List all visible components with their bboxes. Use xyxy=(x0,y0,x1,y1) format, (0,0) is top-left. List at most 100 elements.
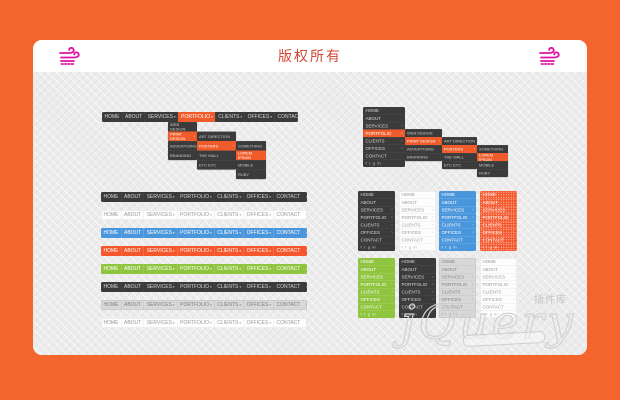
menu-item-offices[interactable]: OFFICES › xyxy=(480,295,517,304)
menu-item-home[interactable]: HOME xyxy=(103,194,119,200)
facebook-icon[interactable]: f xyxy=(360,245,362,250)
menu-item-contact[interactable]: CONTACT xyxy=(273,246,303,256)
menu-item-offices[interactable]: OFFICES › xyxy=(358,295,395,304)
menu-item-services[interactable]: SERVICES › xyxy=(480,206,517,214)
submenu-item[interactable]: POSTERS › xyxy=(442,145,477,153)
twitter-icon[interactable]: t xyxy=(364,312,366,317)
menu-item-offices[interactable]: OFFICES ▾ xyxy=(243,246,274,256)
menu-item-home[interactable]: HOME xyxy=(439,258,476,266)
menu-item-offices[interactable]: OFFICES ▾ xyxy=(243,228,274,238)
submenu-item[interactable]: SOMETHING xyxy=(477,145,508,153)
menu-item-about[interactable]: ABOUT xyxy=(121,300,144,310)
menu-item-about[interactable]: ABOUT xyxy=(121,192,144,202)
linkedin-icon[interactable]: in xyxy=(453,245,457,250)
menu-item-services[interactable]: SERVICES › xyxy=(358,206,395,214)
menu-item-about[interactable]: ABOUT xyxy=(121,228,144,238)
submenu-item[interactable]: THE WALL xyxy=(197,150,236,160)
submenu-item[interactable]: MOBILE xyxy=(236,160,266,170)
menu-item-services[interactable]: SERVICES ▾ xyxy=(143,210,177,220)
menu-item-services[interactable]: SERVICES › xyxy=(399,273,436,281)
googleplus-icon[interactable]: g xyxy=(372,161,375,166)
menu-item-portfolio[interactable]: PORTFOLIO ▾ xyxy=(177,210,214,220)
submenu-item[interactable]: ETC ETC xyxy=(442,161,477,169)
menu-item-clients[interactable]: CLIENTS › xyxy=(358,221,395,229)
menu-item-offices[interactable]: OFFICES ▾ xyxy=(243,318,274,328)
menu-item-about[interactable]: ABOUT xyxy=(358,198,395,207)
menu-item-services[interactable]: SERVICES › xyxy=(439,273,476,281)
menu-item-clients[interactable]: CLIENTS ▾ xyxy=(214,228,243,238)
submenu-item[interactable]: WEB DESIGN xyxy=(168,122,197,132)
facebook-icon[interactable]: f xyxy=(306,213,307,217)
menu-item-clients[interactable]: CLIENTS ▾ xyxy=(214,192,243,202)
twitter-icon[interactable]: t xyxy=(364,245,366,250)
menu-item-contact[interactable]: CONTACT xyxy=(273,228,303,238)
menu-item-offices[interactable]: OFFICES › xyxy=(363,144,405,153)
menu-item-portfolio[interactable]: PORTFOLIO › xyxy=(439,280,476,289)
menu-item-offices[interactable]: OFFICES › xyxy=(439,228,476,237)
facebook-icon[interactable]: f xyxy=(306,321,307,325)
menu-item-about[interactable]: ABOUT xyxy=(399,265,436,274)
menu-item-offices[interactable]: OFFICES ▾ xyxy=(243,264,274,274)
submenu-item[interactable]: ART DIRECTION xyxy=(197,131,236,141)
menu-item-contact[interactable]: CONTACT xyxy=(358,303,395,311)
submenu-item[interactable]: THE WALL xyxy=(442,153,477,161)
menu-item-home[interactable]: HOME xyxy=(439,191,476,199)
linkedin-icon[interactable]: in xyxy=(372,312,376,317)
twitter-icon[interactable]: t xyxy=(486,312,488,317)
menu-item-clients[interactable]: CLIENTS ▾ xyxy=(214,282,243,292)
menu-item-services[interactable]: SERVICES ▾ xyxy=(143,192,177,202)
facebook-icon[interactable]: f xyxy=(306,303,307,307)
twitter-icon[interactable]: t xyxy=(405,245,407,250)
menu-item-about[interactable]: ABOUT xyxy=(439,265,476,274)
menu-item-services[interactable]: SERVICES › xyxy=(358,273,395,281)
facebook-icon[interactable]: f xyxy=(360,312,362,317)
menu-item-clients[interactable]: CLIENTS › xyxy=(358,288,395,296)
menu-item-clients[interactable]: CLIENTS ▾ xyxy=(214,300,243,310)
menu-item-home[interactable]: HOME xyxy=(363,107,405,115)
facebook-icon[interactable]: f xyxy=(306,249,307,253)
menu-item-services[interactable]: SERVICES › xyxy=(439,206,476,214)
menu-item-clients[interactable]: CLIENTS › xyxy=(480,221,517,229)
menu-item-portfolio[interactable]: PORTFOLIO › xyxy=(439,213,476,222)
facebook-icon[interactable]: f xyxy=(482,245,484,250)
menu-item-offices[interactable]: OFFICES ▾ xyxy=(244,112,275,122)
menu-item-contact[interactable]: CONTACT xyxy=(439,303,476,311)
menu-item-services[interactable]: SERVICES ▾ xyxy=(143,318,177,328)
menu-item-portfolio[interactable]: PORTFOLIO ▾ xyxy=(177,264,214,274)
menu-item-about[interactable]: ABOUT xyxy=(439,198,476,207)
menu-item-home[interactable]: HOME xyxy=(399,191,436,199)
menu-item-contact[interactable]: CONTACT xyxy=(273,210,303,220)
linkedin-icon[interactable]: in xyxy=(413,312,417,317)
twitter-icon[interactable]: t xyxy=(369,161,371,166)
menu-item-contact[interactable]: CONTACT xyxy=(399,303,436,311)
menu-item-offices[interactable]: OFFICES › xyxy=(439,295,476,304)
googleplus-icon[interactable]: g xyxy=(367,245,370,250)
submenu-item[interactable]: ETC ETC xyxy=(197,160,236,170)
menu-item-home[interactable]: HOME xyxy=(480,258,517,266)
menu-item-home[interactable]: HOME xyxy=(103,230,119,236)
facebook-icon[interactable]: f xyxy=(365,161,367,166)
menu-item-offices[interactable]: OFFICES ▾ xyxy=(243,282,274,292)
menu-item-contact[interactable]: CONTACT xyxy=(273,192,303,202)
menu-item-home[interactable]: HOME xyxy=(103,266,119,272)
menu-item-clients[interactable]: CLIENTS ▾ xyxy=(215,112,244,122)
menu-item-offices[interactable]: OFFICES › xyxy=(399,295,436,304)
googleplus-icon[interactable]: g xyxy=(489,245,492,250)
submenu-item[interactable]: ART DIRECTION xyxy=(442,137,477,145)
menu-item-contact[interactable]: CONTACT xyxy=(273,282,303,292)
googleplus-icon[interactable]: g xyxy=(448,245,451,250)
menu-item-contact[interactable]: CONTACT xyxy=(439,236,476,244)
menu-item-clients[interactable]: CLIENTS › xyxy=(480,288,517,296)
menu-item-contact[interactable]: CONTACT xyxy=(399,236,436,244)
menu-item-home[interactable]: HOME xyxy=(358,258,395,266)
menu-item-about[interactable]: ABOUT xyxy=(363,114,405,123)
facebook-icon[interactable]: f xyxy=(306,285,307,289)
menu-item-home[interactable]: HOME xyxy=(103,320,119,326)
menu-item-portfolio[interactable]: PORTFOLIO ▾ xyxy=(178,112,216,122)
menu-item-home[interactable]: HOME xyxy=(480,191,517,199)
menu-item-services[interactable]: SERVICES ▾ xyxy=(143,282,177,292)
submenu-item[interactable]: ADVERTISING xyxy=(405,145,442,153)
menu-item-clients[interactable]: CLIENTS › xyxy=(363,137,405,145)
submenu-item[interactable]: BRANDING xyxy=(168,150,197,160)
menu-item-clients[interactable]: CLIENTS › xyxy=(439,288,476,296)
